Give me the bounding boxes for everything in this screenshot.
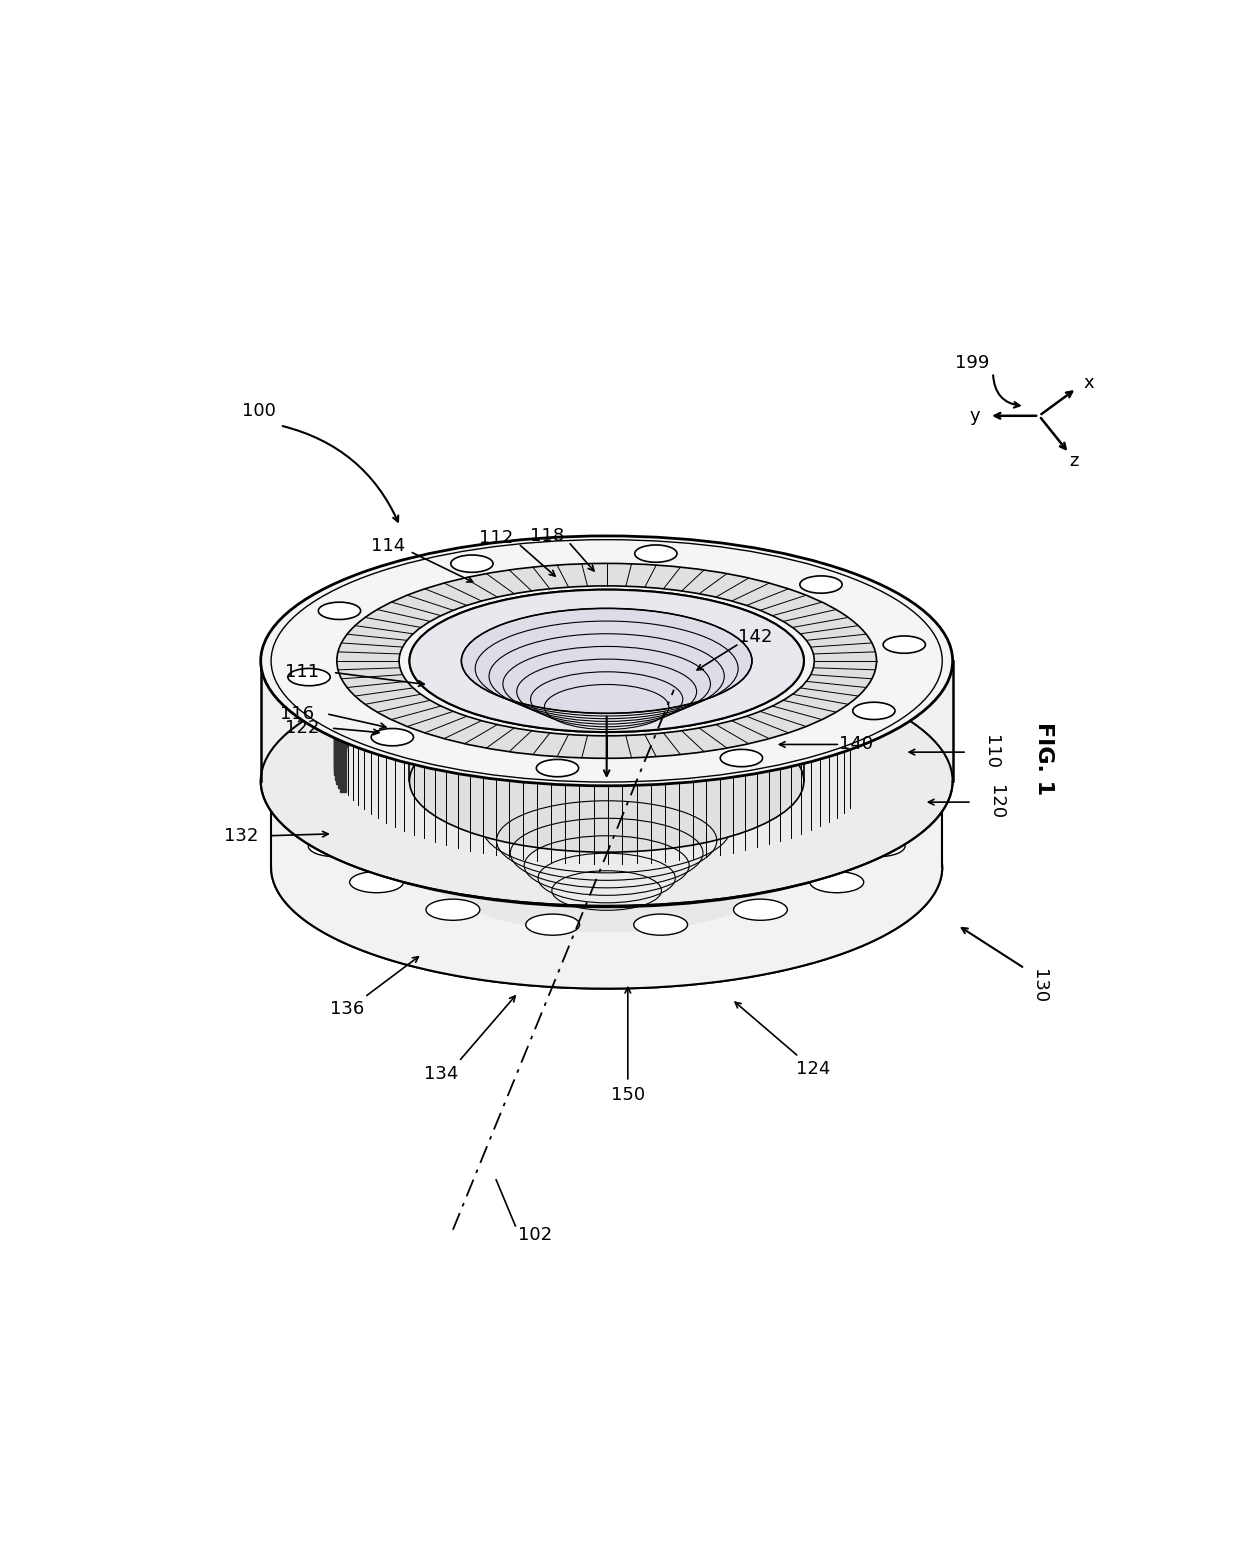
Polygon shape (337, 677, 343, 787)
Polygon shape (362, 837, 449, 870)
Polygon shape (764, 702, 852, 734)
Text: 122: 122 (285, 719, 319, 738)
Text: 100: 100 (242, 401, 275, 420)
Polygon shape (427, 786, 786, 932)
Polygon shape (260, 661, 952, 906)
Polygon shape (439, 685, 541, 708)
Text: FIG. 1: FIG. 1 (1034, 722, 1054, 795)
Text: 110: 110 (982, 734, 1001, 769)
Polygon shape (335, 669, 341, 780)
Text: 114: 114 (372, 537, 405, 554)
Text: 118: 118 (529, 527, 564, 545)
Ellipse shape (526, 913, 579, 935)
Ellipse shape (288, 669, 330, 686)
Text: 102: 102 (517, 1226, 552, 1243)
Polygon shape (858, 755, 898, 792)
Polygon shape (334, 664, 340, 775)
Text: 199: 199 (955, 353, 990, 372)
Text: 132: 132 (224, 826, 259, 845)
Text: 136: 136 (330, 1001, 365, 1018)
Ellipse shape (260, 535, 952, 786)
Ellipse shape (371, 728, 413, 745)
Text: 130: 130 (1030, 968, 1048, 1002)
Ellipse shape (435, 728, 777, 853)
Polygon shape (331, 719, 403, 755)
Text: 120: 120 (987, 786, 1004, 818)
Ellipse shape (350, 871, 403, 893)
Polygon shape (334, 657, 340, 767)
Text: 150: 150 (611, 1086, 645, 1105)
Polygon shape (340, 682, 346, 792)
Ellipse shape (720, 750, 763, 767)
Polygon shape (810, 817, 882, 853)
Ellipse shape (883, 636, 925, 654)
Ellipse shape (427, 720, 786, 851)
Polygon shape (340, 641, 346, 752)
Ellipse shape (810, 871, 864, 893)
Ellipse shape (409, 710, 804, 853)
Polygon shape (316, 780, 356, 817)
Ellipse shape (635, 545, 677, 562)
Polygon shape (272, 786, 942, 988)
Text: 124: 124 (796, 1060, 831, 1078)
Ellipse shape (427, 803, 786, 932)
Text: 112: 112 (479, 529, 513, 546)
Polygon shape (336, 674, 342, 784)
Text: 134: 134 (424, 1064, 459, 1083)
Ellipse shape (461, 608, 751, 713)
Polygon shape (342, 636, 348, 747)
Text: 111: 111 (285, 663, 319, 682)
Polygon shape (337, 644, 343, 755)
Polygon shape (501, 874, 603, 890)
Polygon shape (336, 649, 342, 759)
Ellipse shape (272, 747, 942, 988)
Polygon shape (610, 682, 713, 697)
Text: z: z (1069, 451, 1079, 470)
Ellipse shape (272, 664, 942, 907)
Ellipse shape (800, 576, 842, 593)
Text: y: y (970, 406, 980, 425)
Ellipse shape (451, 555, 494, 573)
Polygon shape (673, 864, 774, 887)
Ellipse shape (409, 590, 804, 731)
Polygon shape (337, 563, 877, 758)
Polygon shape (335, 652, 341, 762)
Text: 142: 142 (739, 627, 773, 646)
Ellipse shape (409, 590, 804, 731)
Ellipse shape (537, 759, 579, 776)
Ellipse shape (734, 899, 787, 920)
Ellipse shape (309, 836, 362, 857)
Ellipse shape (634, 913, 687, 935)
Ellipse shape (319, 602, 361, 619)
Polygon shape (409, 661, 804, 853)
Text: 140: 140 (839, 736, 874, 753)
Polygon shape (334, 661, 340, 772)
Ellipse shape (427, 899, 480, 920)
Ellipse shape (260, 657, 952, 906)
Ellipse shape (853, 702, 895, 719)
Text: 116: 116 (280, 705, 314, 722)
Text: x: x (1084, 375, 1095, 392)
Ellipse shape (851, 836, 905, 857)
